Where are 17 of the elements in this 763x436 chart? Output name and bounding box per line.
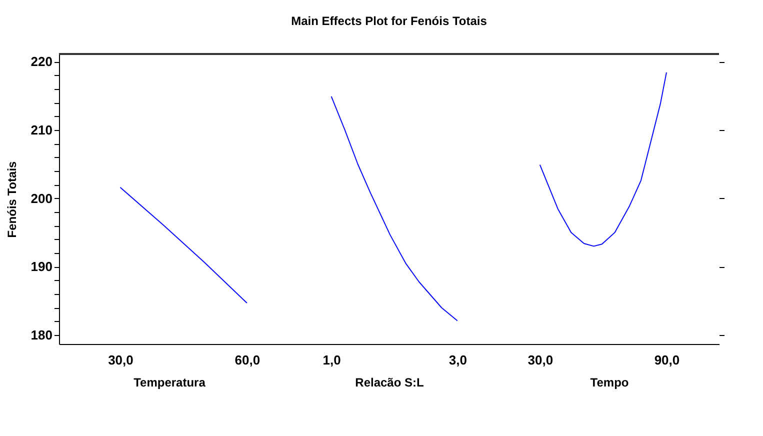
y-tick-label: 200 [30,190,52,206]
x-tick-label: 1,0 [322,352,341,368]
x-tick-label: 3,0 [448,352,467,368]
x-axis-title: Tempo [590,376,629,390]
x-tick-label: 90,0 [654,352,680,368]
chart-title: Main Effects Plot for Fenóis Totais [291,14,488,28]
x-axis-title: Relacão S:L [355,376,424,390]
y-tick-label: 220 [30,54,52,70]
x-tick-label: 30,0 [528,352,554,368]
y-tick-label: 190 [30,259,52,274]
x-tick-label: 30,0 [108,352,134,368]
x-tick-label: 60,0 [234,352,260,368]
line-series [120,186,248,304]
y-axis-title: Fenóis Totais [4,160,19,238]
y-tick-label: 180 [30,328,52,343]
x-axis-title: Temperatura [134,376,206,390]
y-tick-label: 210 [30,122,52,138]
